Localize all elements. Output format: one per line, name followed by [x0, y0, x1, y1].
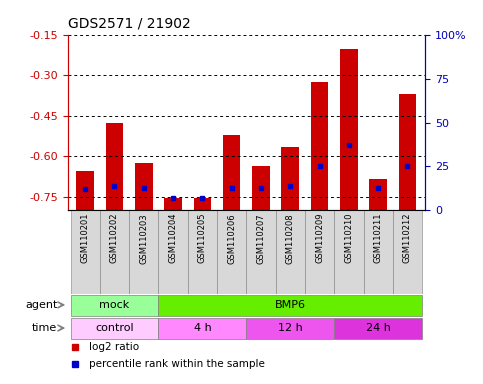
Text: GSM110202: GSM110202 [110, 213, 119, 263]
Text: mock: mock [99, 300, 129, 310]
Bar [246, 318, 334, 339]
Bar [158, 295, 422, 316]
Text: GSM110211: GSM110211 [374, 213, 383, 263]
Bar [252, 166, 270, 210]
Bar [164, 198, 182, 210]
Bar [217, 210, 246, 294]
Bar [282, 147, 299, 210]
Text: 24 h: 24 h [366, 323, 391, 333]
Bar [305, 210, 334, 294]
Bar [369, 179, 387, 210]
Bar [158, 210, 188, 294]
Text: GSM110205: GSM110205 [198, 213, 207, 263]
Text: BMP6: BMP6 [275, 300, 306, 310]
Bar [135, 163, 153, 210]
Bar [76, 171, 94, 210]
Text: GSM110203: GSM110203 [139, 213, 148, 263]
Bar [129, 210, 158, 294]
Bar [393, 210, 422, 294]
Text: GSM110201: GSM110201 [81, 213, 90, 263]
Text: GSM110208: GSM110208 [286, 213, 295, 263]
Text: log2 ratio: log2 ratio [89, 341, 139, 352]
Bar [276, 210, 305, 294]
Bar [340, 50, 357, 210]
Text: GSM110206: GSM110206 [227, 213, 236, 263]
Bar [158, 318, 246, 339]
Text: GSM110207: GSM110207 [256, 213, 266, 263]
Text: agent: agent [25, 300, 57, 310]
Bar [106, 122, 123, 210]
Text: percentile rank within the sample: percentile rank within the sample [89, 359, 265, 369]
Bar [334, 318, 422, 339]
Text: GSM110204: GSM110204 [169, 213, 178, 263]
Bar [194, 198, 211, 210]
Bar [311, 82, 328, 210]
Bar [188, 210, 217, 294]
Text: time: time [32, 323, 57, 333]
Text: GSM110212: GSM110212 [403, 213, 412, 263]
Text: GDS2571 / 21902: GDS2571 / 21902 [68, 17, 190, 31]
Text: control: control [95, 323, 134, 333]
Bar [71, 210, 100, 294]
Bar [223, 135, 241, 210]
Bar [246, 210, 276, 294]
Bar [334, 210, 364, 294]
Text: 12 h: 12 h [278, 323, 303, 333]
Bar [100, 210, 129, 294]
Text: GSM110209: GSM110209 [315, 213, 324, 263]
Text: GSM110210: GSM110210 [344, 213, 354, 263]
Bar [364, 210, 393, 294]
Bar [398, 94, 416, 210]
Bar [71, 295, 158, 316]
Bar [71, 318, 158, 339]
Text: 4 h: 4 h [194, 323, 211, 333]
